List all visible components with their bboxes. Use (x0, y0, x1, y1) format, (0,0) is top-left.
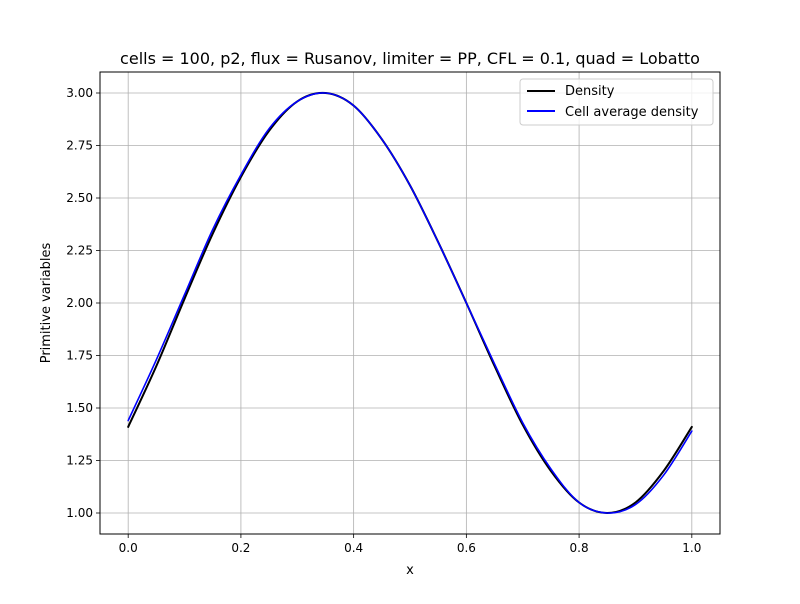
y-tick-label: 1.75 (66, 349, 93, 363)
grid-layer (100, 72, 720, 534)
y-tick-label: 1.00 (66, 506, 93, 520)
x-tick-label: 0.0 (119, 541, 138, 555)
y-tick-label: 2.00 (66, 296, 93, 310)
legend-box (519, 78, 714, 126)
legend-label-cell-average-density: Cell average density (565, 105, 699, 120)
tick-layer: 0.0 0.2 0.4 0.6 0.8 1.0 1.00 1.25 1.50 1.75 2.00 2.… (66, 86, 701, 555)
y-axis-label: Primitive variables (39, 242, 54, 363)
x-tick-label: 1.0 (682, 541, 701, 555)
legend: Density Cell average density (519, 78, 714, 126)
y-tick-label: 3.00 (66, 86, 93, 100)
x-axis-label: x (406, 563, 414, 578)
y-tick-label: 2.75 (66, 139, 93, 153)
series-layer (127, 91, 693, 514)
x-tick-label: 0.2 (231, 541, 250, 555)
y-tick-label: 1.25 (66, 454, 93, 468)
x-tick-label: 0.8 (570, 541, 589, 555)
y-tick-label: 2.50 (66, 191, 93, 205)
y-tick-label: 1.50 (66, 401, 93, 415)
chart-title: cells = 100, p2, flux = Rusanov, limiter… (120, 49, 700, 68)
series-line-cell-average-density (127, 92, 693, 514)
y-tick-label: 2.25 (66, 244, 93, 258)
x-tick-label: 0.4 (344, 541, 363, 555)
legend-label-density: Density (565, 84, 615, 99)
x-tick-label: 0.6 (457, 541, 476, 555)
